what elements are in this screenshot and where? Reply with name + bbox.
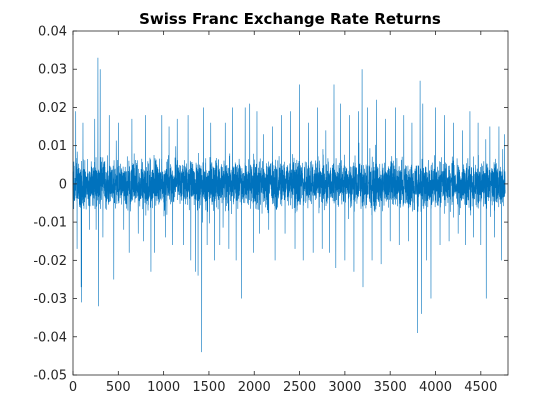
y-tick-label: 0.03: [38, 63, 67, 78]
axes: [72, 30, 509, 376]
series-line: [72, 57, 506, 353]
x-tick-label: 2000: [238, 380, 271, 395]
x-tick-label: 500: [106, 380, 131, 395]
y-tick-label: -0.05: [33, 369, 67, 384]
y-tick-label: -0.01: [33, 216, 67, 231]
y-tick-label: -0.03: [33, 292, 67, 307]
y-tick-label: -0.02: [33, 254, 67, 269]
x-tick-label: 4000: [419, 380, 452, 395]
x-tick-label: 3000: [328, 380, 361, 395]
y-tick-label: 0.01: [38, 139, 67, 154]
y-tick-label: -0.04: [33, 330, 67, 345]
y-tick-label: 0.02: [38, 101, 67, 116]
y-tick-label: 0.04: [38, 25, 67, 40]
x-tick-label: 4500: [464, 380, 497, 395]
series-group: [72, 57, 506, 353]
x-axis-ticks: 0 500 1000 1500 2000 2500 3000 3500 4000 4500: [69, 31, 497, 395]
x-tick-label: 3500: [374, 380, 407, 395]
chart-title: Swiss Franc Exchange Rate Returns: [139, 10, 441, 28]
x-tick-label: 1000: [147, 380, 180, 395]
axes-box: [72, 30, 509, 376]
y-tick-label: 0: [59, 177, 67, 192]
x-tick-label: 0: [69, 380, 77, 395]
x-tick-label: 2500: [283, 380, 316, 395]
y-axis-ticks: -0.05 -0.04 -0.03 -0.02 -0.01 0 0.01 0.02 0.03 0.…: [33, 25, 508, 384]
x-tick-label: 1500: [192, 380, 225, 395]
